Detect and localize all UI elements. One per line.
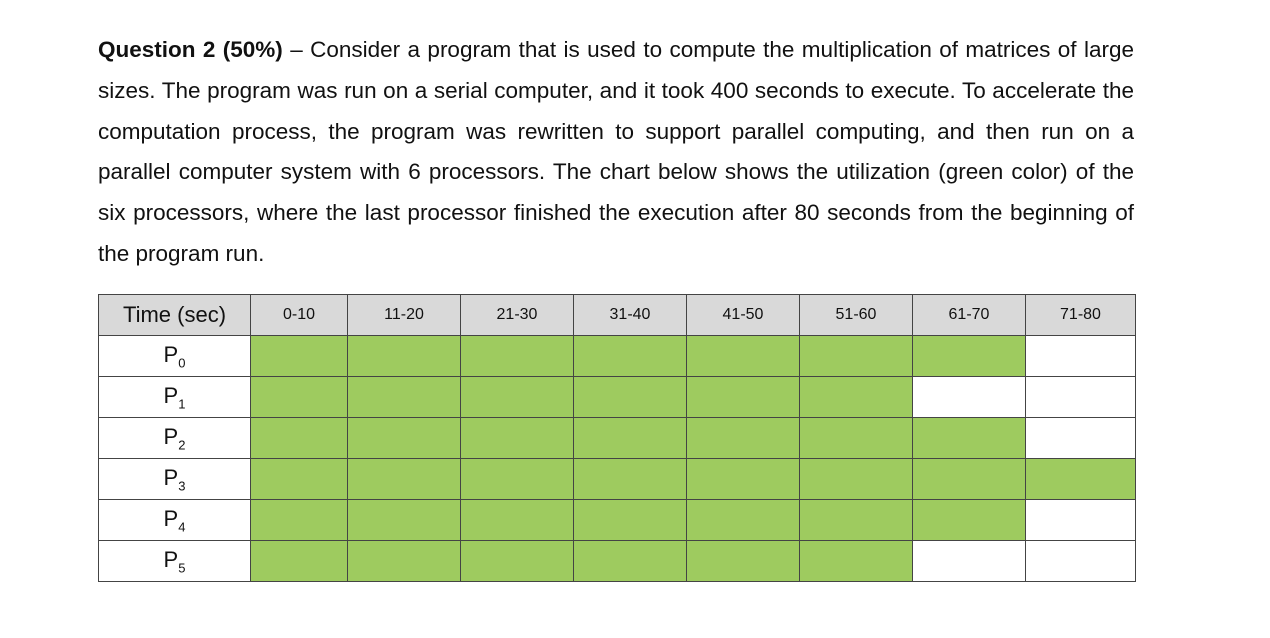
busy-cell [347,499,461,541]
busy-cell [347,335,461,377]
header-cell: 41-50 [686,294,800,336]
busy-cell [912,499,1026,541]
processor-label: P0 [98,335,251,377]
header-cell: Time (sec) [98,294,251,336]
header-row: Time (sec) 0-10 11-20 21-30 31-40 41-50 51-60 6… [98,294,1136,336]
busy-cell [686,376,800,418]
busy-cell [460,458,574,500]
busy-cell [799,458,913,500]
processor-label: P1 [98,376,251,418]
processor-index: 1 [178,396,186,412]
processor-index: 2 [178,437,186,453]
processor-label: P2 [98,417,251,459]
busy-cell [686,417,800,459]
idle-cell [912,540,1026,582]
question-heading: Question 2 (50%) [98,37,283,62]
busy-cell [250,417,348,459]
busy-cell [912,335,1026,377]
busy-cell [1025,458,1136,500]
processor-row: P1 [98,376,1136,418]
idle-cell [1025,499,1136,541]
busy-cell [347,458,461,500]
processor-index: 3 [178,478,186,494]
busy-cell [460,540,574,582]
busy-cell [686,458,800,500]
busy-cell [347,540,461,582]
processor-label: P3 [98,458,251,500]
busy-cell [799,417,913,459]
idle-cell [1025,376,1136,418]
busy-cell [347,417,461,459]
idle-cell [1025,417,1136,459]
processor-name: P [163,341,179,367]
busy-cell [250,335,348,377]
busy-cell [460,335,574,377]
question: Question 2 (50%) – Consider a program th… [98,30,1134,275]
processor-label: P5 [98,540,251,582]
processor-row: P3 [98,458,1136,500]
idle-cell [1025,540,1136,582]
utilization-table: Time (sec) 0-10 11-20 21-30 31-40 41-50 51-60 6… [98,294,1136,582]
busy-cell [799,499,913,541]
busy-cell [686,335,800,377]
busy-cell [573,417,687,459]
busy-cell [912,417,1026,459]
busy-cell [250,499,348,541]
processor-label: P4 [98,499,251,541]
header-cell: 51-60 [799,294,913,336]
busy-cell [573,499,687,541]
busy-cell [250,376,348,418]
busy-cell [799,540,913,582]
busy-cell [460,417,574,459]
busy-cell [912,458,1026,500]
header-cell: 21-30 [460,294,574,336]
processor-row: P4 [98,499,1136,541]
busy-cell [573,335,687,377]
processor-name: P [163,464,179,490]
processor-row: P0 [98,335,1136,377]
processor-name: P [163,423,179,449]
processor-row: P2 [98,417,1136,459]
busy-cell [347,376,461,418]
table-body: P0 P1 P2 P3 P4 P5 [98,335,1136,582]
busy-cell [250,458,348,500]
busy-cell [573,458,687,500]
processor-index: 5 [178,560,186,576]
processor-index: 0 [178,355,186,371]
busy-cell [460,499,574,541]
idle-cell [912,376,1026,418]
processor-name: P [163,546,179,572]
header-cell: 61-70 [912,294,1026,336]
header-cell: 0-10 [250,294,348,336]
busy-cell [250,540,348,582]
question-text: – Consider a program that is used to com… [98,37,1134,266]
processor-row: P5 [98,540,1136,582]
busy-cell [573,376,687,418]
busy-cell [799,335,913,377]
header-cell: 31-40 [573,294,687,336]
processor-name: P [163,382,179,408]
busy-cell [573,540,687,582]
busy-cell [686,499,800,541]
header-cell: 71-80 [1025,294,1136,336]
processor-name: P [163,505,179,531]
busy-cell [799,376,913,418]
busy-cell [460,376,574,418]
busy-cell [686,540,800,582]
idle-cell [1025,335,1136,377]
processor-index: 4 [178,519,186,535]
header-cell: 11-20 [347,294,461,336]
